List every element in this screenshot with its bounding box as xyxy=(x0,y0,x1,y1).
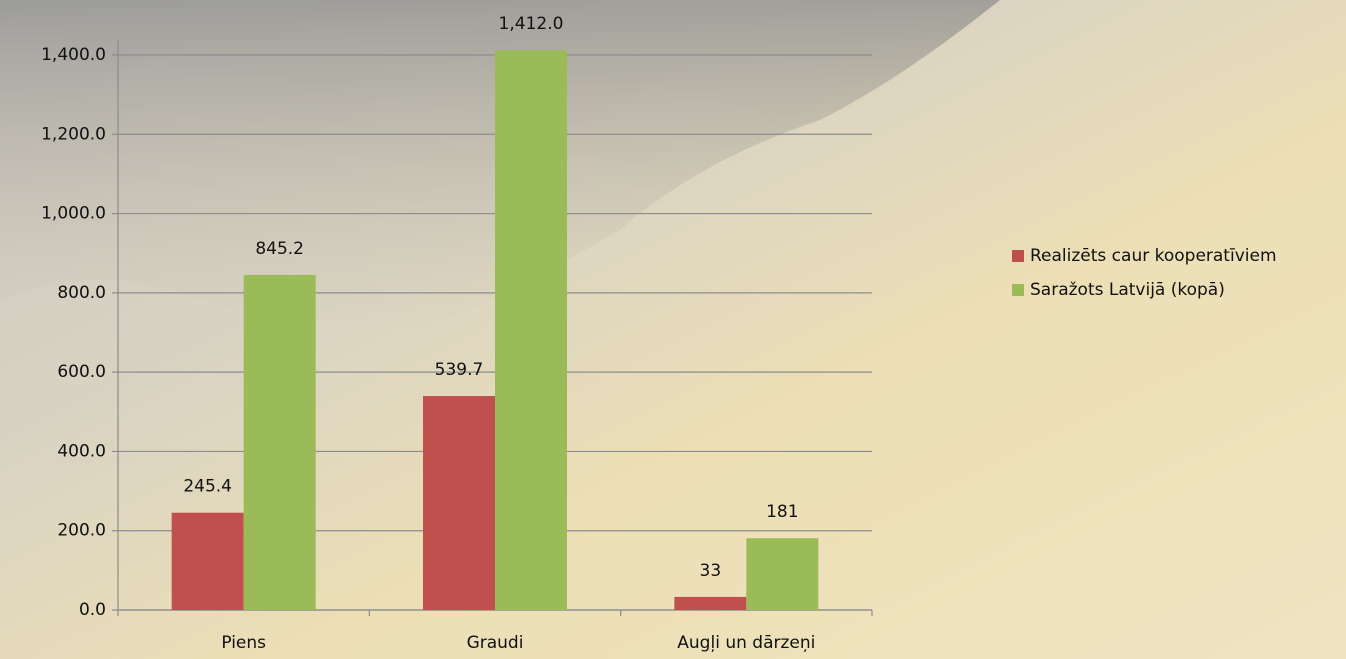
y-tick-label: 600.0 xyxy=(57,362,106,382)
value-label: 33 xyxy=(700,561,722,581)
value-label: 845.2 xyxy=(255,239,304,259)
y-tick-label: 0.0 xyxy=(79,600,106,620)
value-label: 1,412.0 xyxy=(499,14,564,34)
legend-swatch xyxy=(1012,250,1024,262)
bar xyxy=(172,513,244,610)
y-tick-label: 200.0 xyxy=(57,521,106,541)
value-label: 181 xyxy=(766,502,798,522)
page: 0.0 200.0 400.0 600.0 800.0 1,000.0 1,200.0 1,4… xyxy=(0,0,1346,659)
legend-swatch xyxy=(1012,284,1024,296)
x-tick-label: Graudi xyxy=(467,633,524,653)
bar xyxy=(746,538,818,610)
bar xyxy=(674,597,746,610)
y-tick-label: 1,000.0 xyxy=(41,204,106,224)
x-tick-label: Piens xyxy=(221,633,266,653)
x-tick-label: Augļi un dārzeņi xyxy=(677,633,815,653)
bar xyxy=(423,396,495,610)
y-tick-label: 1,400.0 xyxy=(41,45,106,65)
bar xyxy=(244,275,316,610)
y-tick-label: 800.0 xyxy=(57,283,106,303)
y-tick-label: 1,200.0 xyxy=(41,124,106,144)
chart: 0.0 200.0 400.0 600.0 800.0 1,000.0 1,200.0 1,4… xyxy=(0,0,1346,659)
legend-label: Realizēts caur kooperatīviem xyxy=(1030,246,1277,266)
bar xyxy=(495,50,567,610)
legend-label: Saražots Latvijā (kopā) xyxy=(1030,280,1225,300)
value-label: 539.7 xyxy=(435,360,484,380)
value-label: 245.4 xyxy=(183,477,232,497)
y-tick-label: 400.0 xyxy=(57,441,106,461)
